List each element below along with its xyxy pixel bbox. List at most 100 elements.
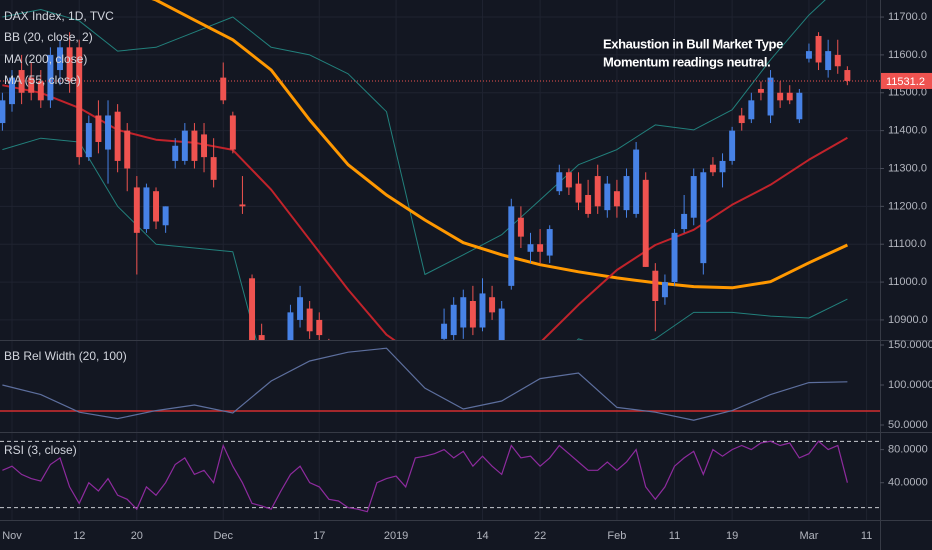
- candle-body: [623, 176, 630, 211]
- candle-body: [105, 115, 111, 150]
- candle-body: [28, 77, 35, 93]
- candle-body: [172, 145, 179, 161]
- candle-body: [498, 308, 505, 340]
- indicator-line: [2, 347, 848, 421]
- chart-title: DAX Index, 1D, TVC: [4, 9, 114, 23]
- candle-body: [825, 51, 832, 71]
- candle-body: [613, 191, 620, 207]
- y-tick-label: 80.0000: [888, 444, 928, 456]
- candle-body: [306, 308, 313, 332]
- y-tick-label: 11400.0: [888, 125, 927, 137]
- indicator-line: [2, 84, 848, 340]
- candle-body: [47, 54, 54, 101]
- candle-body: [287, 312, 294, 340]
- candle-body: [66, 47, 73, 82]
- candle-body: [124, 130, 131, 169]
- candle-body: [719, 160, 726, 173]
- x-tick-label: Dec: [213, 530, 233, 542]
- pane: [0, 347, 880, 421]
- x-tick-label: 12: [73, 530, 85, 542]
- candle-body: [469, 301, 476, 328]
- candle-body: [556, 172, 563, 192]
- x-tick-label: 17: [313, 530, 325, 542]
- candle-body: [249, 278, 256, 340]
- candle-body: [489, 297, 496, 313]
- x-tick-label: 20: [131, 530, 143, 542]
- y-tick-label: 10900.0: [888, 314, 928, 326]
- candle-body: [777, 92, 784, 101]
- candle-body: [633, 149, 640, 214]
- x-tick-label: Feb: [607, 530, 626, 542]
- candle-body: [220, 77, 227, 101]
- candle-body: [239, 204, 246, 207]
- candle-body: [757, 88, 764, 93]
- candle-body: [546, 229, 553, 256]
- y-tick-label: 150.0000: [888, 339, 932, 351]
- candle-body: [565, 172, 572, 188]
- y-tick-label: 100.0000: [888, 379, 932, 391]
- candle-body: [671, 232, 678, 283]
- y-tick-label: 50.0000: [888, 419, 928, 431]
- candle-body: [201, 134, 208, 158]
- x-tick-label: 14: [476, 530, 488, 542]
- candle-body: [229, 115, 236, 150]
- legend-entry: MA (200, close): [4, 52, 87, 66]
- annotation: Exhaustion in Bull Market Type: [603, 36, 783, 51]
- pane: [0, 440, 880, 513]
- candle-body: [450, 304, 457, 336]
- indicator-line: [2, 0, 826, 275]
- candle-body: [594, 176, 601, 207]
- candle-body: [37, 81, 44, 101]
- candle-body: [575, 183, 582, 203]
- x-tick-label: 2019: [384, 530, 408, 542]
- candle-body: [258, 335, 265, 340]
- y-tick-label: 11500.0: [888, 87, 927, 99]
- annotation: Momentum readings neutral.: [603, 54, 770, 69]
- candle-body: [191, 130, 198, 161]
- candle-body: [143, 187, 150, 230]
- candle-body: [767, 77, 774, 116]
- candle-body: [709, 164, 716, 173]
- y-tick-label: 11300.0: [888, 162, 927, 174]
- candle-body: [114, 111, 121, 161]
- candle-body: [796, 92, 803, 120]
- x-tick-label: 22: [534, 530, 546, 542]
- candle-body: [681, 213, 688, 230]
- candle-body: [661, 282, 668, 298]
- indicator-line: [2, 440, 848, 513]
- candle-body: [9, 77, 15, 105]
- indicator-line: [2, 137, 848, 340]
- last-price-label: 11531.2: [886, 76, 925, 88]
- y-tick-label: 11700.0: [888, 11, 927, 23]
- candle-body: [297, 297, 304, 320]
- y-tick-label: 11200.0: [888, 200, 927, 212]
- candle-body: [738, 115, 745, 124]
- x-tick-label: Mar: [799, 530, 818, 542]
- last-price-box: [881, 72, 932, 89]
- candle-body: [210, 157, 217, 180]
- y-tick-label: 11100.0: [888, 238, 926, 250]
- candle-body: [834, 54, 841, 67]
- candle-body: [95, 115, 102, 142]
- candle-body: [76, 47, 83, 158]
- pane-title: RSI (3, close): [4, 443, 77, 457]
- candle-body: [844, 70, 851, 81]
- candle-body: [748, 100, 755, 120]
- candle-body: [690, 176, 697, 218]
- candle-body: [181, 130, 188, 161]
- candle-body: [162, 206, 169, 226]
- x-tick-label: 19: [726, 530, 738, 542]
- candle-body: [700, 172, 707, 264]
- candle-body: [460, 297, 467, 328]
- candle-body: [786, 92, 793, 101]
- pane: [0, 0, 880, 340]
- y-tick-label: 11600.0: [888, 49, 927, 61]
- candle-body: [729, 130, 736, 161]
- candle-body: [316, 319, 323, 336]
- indicator-line: [151, 0, 849, 290]
- candle-body: [508, 206, 515, 286]
- candle-body: [585, 194, 592, 214]
- x-tick-label: 11: [669, 530, 680, 542]
